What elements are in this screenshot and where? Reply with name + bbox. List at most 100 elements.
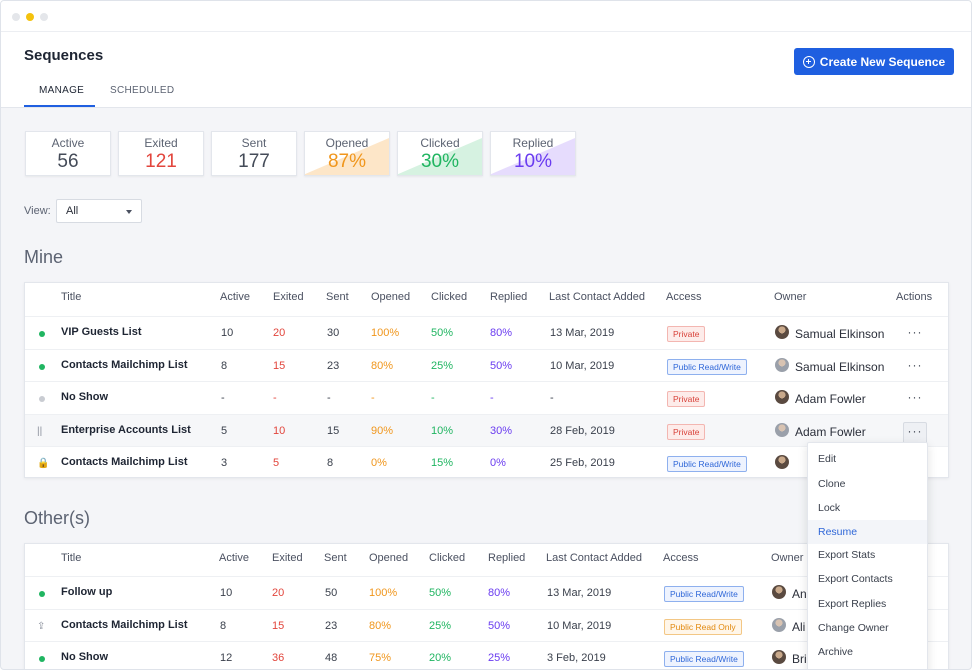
menu-item-change-owner[interactable]: Change Owner — [818, 622, 889, 634]
view-select[interactable]: All — [56, 199, 142, 223]
column-header: Last Contact Added — [546, 552, 643, 564]
sequence-title[interactable]: Contacts Mailchimp List — [61, 358, 188, 371]
stat-card-opened: Opened 87% — [304, 131, 390, 176]
others-sequences-table: Title Active Exited Sent Opened Clicked Replie… — [24, 543, 949, 669]
cell-active: 8 — [220, 619, 227, 632]
row-actions-button[interactable]: ··· — [907, 390, 923, 404]
table-row[interactable]: No Show - - - - - - - Private Adam Fowler ··· — [25, 381, 948, 414]
cell-clicked: - — [431, 392, 435, 404]
section-title-mine: Mine — [24, 247, 64, 267]
menu-item-resume[interactable]: Resume — [808, 520, 927, 544]
tab-scheduled[interactable]: SCHEDULED — [110, 85, 175, 96]
column-header: Owner — [771, 552, 804, 564]
menu-item-lock[interactable]: Lock — [818, 502, 841, 514]
stat-label: Exited — [144, 136, 178, 150]
column-header: Clicked — [431, 291, 468, 303]
access-badge: Private — [667, 391, 706, 407]
cell-replied: 0% — [490, 457, 506, 469]
access-badge: Private — [667, 326, 706, 342]
column-header: Active — [220, 291, 250, 303]
avatar — [775, 390, 789, 404]
table-row[interactable]: 🔒 Contacts Mailchimp List 3 5 8 0% 15% 0% 25 Feb… — [25, 446, 948, 479]
stat-trend-fill — [305, 138, 389, 175]
cell-replied: 50% — [488, 619, 511, 632]
table-row[interactable]: || Enterprise Accounts List 5 10 15 90% 10% 30%… — [25, 413, 948, 447]
row-actions-button[interactable]: ··· — [903, 421, 927, 444]
cell-opened: - — [371, 392, 375, 404]
sequence-title[interactable]: Follow up — [61, 586, 113, 598]
stat-label: Replied — [512, 136, 554, 150]
column-header: Active — [219, 552, 249, 564]
sequence-title[interactable]: Contacts Mailchimp List — [61, 618, 188, 631]
column-header: Access — [666, 291, 702, 303]
active-tab-indicator — [24, 105, 95, 107]
pause-icon: || — [37, 425, 43, 437]
table-row[interactable]: ⇪ Contacts Mailchimp List 8 15 23 80% 25% 50% 10… — [25, 608, 948, 642]
lock-icon: 🔒 — [37, 458, 50, 469]
column-header: Clicked — [429, 552, 466, 564]
table-row[interactable]: No Show 12 36 48 75% 20% 25% 3 Feb, 2019 Public … — [25, 641, 948, 669]
stat-label: Active — [51, 136, 85, 150]
cell-clicked: 20% — [429, 652, 452, 664]
cell-replied: - — [490, 392, 494, 404]
column-header: Sent — [324, 552, 347, 564]
tab-manage[interactable]: MANAGE — [39, 85, 85, 96]
menu-item-export-contacts[interactable]: Export Contacts — [818, 573, 893, 585]
row-actions-button[interactable]: ··· — [907, 357, 923, 372]
cell-active: - — [221, 392, 225, 404]
table-row[interactable]: VIP Guests List 10 20 30 100% 50% 80% 13 Mar, 2… — [25, 316, 948, 349]
cell-exited: 15 — [273, 359, 286, 372]
column-header: Title — [61, 552, 82, 564]
cell-clicked: 25% — [431, 359, 454, 372]
cell-exited: - — [273, 392, 277, 404]
view-label: View: — [24, 205, 51, 217]
cell-opened: 100% — [369, 587, 398, 599]
cell-clicked: 50% — [431, 327, 454, 339]
owner-name: An — [792, 587, 807, 601]
avatar — [775, 455, 789, 469]
stat-value: 177 — [238, 151, 270, 172]
sequence-title[interactable]: Enterprise Accounts List — [61, 423, 191, 436]
avatar — [775, 357, 789, 372]
stat-value: 30% — [420, 151, 460, 172]
access-badge: Public Read Only — [664, 618, 742, 635]
owner-name: Ali — [792, 619, 806, 634]
cell-sent: 15 — [327, 424, 340, 437]
owner-name: Samual Elkinson — [795, 327, 885, 341]
stat-label: Clicked — [420, 136, 460, 150]
cell-clicked: 25% — [429, 619, 452, 632]
stat-value: 10% — [513, 151, 553, 172]
cell-exited: 36 — [272, 652, 285, 664]
stat-trend-shape — [305, 138, 389, 175]
column-header: Owner — [774, 291, 807, 303]
menu-item-clone[interactable]: Clone — [818, 478, 846, 490]
column-header: Exited — [273, 291, 304, 303]
create-new-sequence-button[interactable]: Create New Sequence — [794, 48, 954, 75]
menu-item-archive[interactable]: Archive — [818, 646, 854, 658]
avatar — [772, 650, 786, 664]
cell-opened: 80% — [371, 359, 394, 372]
cell-last: 10 Mar, 2019 — [547, 619, 612, 632]
menu-item-export-stats[interactable]: Export Stats — [818, 549, 876, 561]
sequence-title[interactable]: No Show — [61, 651, 109, 663]
table-row[interactable]: Contacts Mailchimp List 8 15 23 80% 25% 50% 10 … — [25, 348, 948, 382]
cell-sent: 23 — [327, 359, 340, 372]
upload-icon: ⇪ — [37, 620, 46, 632]
cell-last: 13 Mar, 2019 — [550, 327, 615, 339]
window-dot — [26, 13, 34, 21]
stat-label: Opened — [325, 136, 369, 150]
avatar — [775, 325, 789, 339]
sequence-title[interactable]: Contacts Mailchimp List — [61, 456, 188, 468]
sequence-title[interactable]: VIP Guests List — [61, 326, 142, 338]
sequence-title[interactable]: No Show — [61, 391, 109, 403]
column-header: Sent — [326, 291, 349, 303]
menu-item-edit[interactable]: Edit — [818, 453, 837, 465]
stat-card-active: Active 56 — [25, 131, 111, 176]
row-actions-button[interactable]: ··· — [907, 325, 923, 339]
table-row[interactable]: Follow up 10 20 50 100% 50% 80% 13 Mar, 2019 Pub… — [25, 576, 948, 609]
owner-name: Adam Fowler — [795, 392, 866, 406]
menu-item-export-replies[interactable]: Export Replies — [818, 598, 887, 610]
cell-active: 12 — [220, 652, 233, 664]
cell-opened: 75% — [369, 652, 392, 664]
column-header: Replied — [490, 291, 528, 303]
